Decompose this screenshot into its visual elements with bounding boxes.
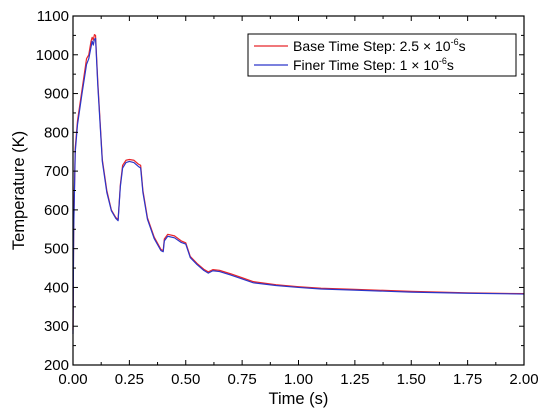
y-tick-label: 400: [44, 279, 69, 296]
legend-base-suffix: s: [459, 38, 466, 54]
legend-label-finer: Finer Time Step: 1 × 10-6s: [293, 56, 454, 73]
x-tick-label: 1.00: [284, 371, 313, 388]
y-tick-label: 1100: [37, 8, 69, 25]
y-tick-label: 800: [44, 124, 69, 141]
legend-label-base: Base Time Step: 2.5 × 10-6s: [293, 37, 466, 54]
series-line-base: [72, 34, 525, 331]
x-tick-label: 0.00: [58, 371, 87, 388]
tick-label-layer: 0.00 0.25 0.50 0.75 1.00 1.25 1.50 1.75 2.00 200 3…: [36, 8, 539, 388]
y-tick-label: 900: [44, 86, 69, 103]
legend-finer-name: Finer Time Step: 1 × 10: [293, 57, 439, 73]
series-line-finer: [72, 37, 525, 334]
x-axis-title: Time (s): [269, 390, 329, 408]
legend-finer-suffix: s: [447, 57, 454, 73]
y-tick-label: 500: [44, 241, 69, 258]
y-tick-label: 300: [44, 318, 69, 335]
legend-base-name: Base Time Step: 2.5 × 10: [293, 38, 451, 54]
y-tick-label: 700: [44, 163, 69, 180]
x-tick-label: 0.75: [228, 371, 257, 388]
legend: Base Time Step: 2.5 × 10-6s Finer Time S…: [247, 33, 517, 77]
y-tick-label: 200: [44, 357, 69, 374]
x-tick-label: 1.75: [453, 371, 482, 388]
legend-box: [247, 33, 517, 77]
legend-base-exponent: -6: [451, 37, 459, 47]
x-tick-label: 2.00: [509, 371, 538, 388]
y-axis-title: Temperature (K): [10, 131, 28, 250]
x-tick-label: 0.25: [115, 371, 144, 388]
x-tick-label: 1.50: [397, 371, 426, 388]
y-tick-label: 600: [44, 202, 69, 219]
tick-layer: [72, 15, 525, 366]
legend-finer-exponent: -6: [439, 56, 447, 66]
y-tick-label: 1000: [36, 47, 69, 64]
x-tick-label: 1.25: [340, 371, 369, 388]
x-tick-label: 0.50: [171, 371, 200, 388]
series-layer: [72, 34, 525, 334]
